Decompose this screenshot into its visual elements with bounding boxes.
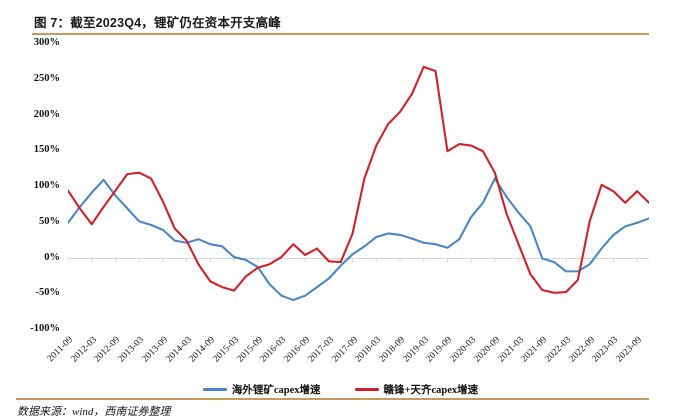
y-axis-label: 100% (33, 180, 60, 191)
legend-item-1[interactable]: 海外锂矿capex增速 (202, 382, 321, 397)
legend-label: 赣锋+天齐capex增速 (383, 385, 479, 396)
y-axis-label: 300% (33, 37, 60, 48)
y-axis-label: -50% (35, 287, 61, 299)
legend-label: 海外锂矿capex增速 (231, 385, 321, 396)
y-axis-label: -100% (30, 323, 60, 334)
y-axis-label: 150% (33, 144, 60, 156)
y-axis-label: 0% (44, 251, 60, 263)
y-axis-label: 50% (39, 215, 60, 227)
series-line-1 (68, 177, 649, 302)
legend-swatch-icon (202, 388, 227, 391)
figure-source: 数据来源：wind，西南证券整理 (17, 406, 171, 418)
legend-swatch-icon (354, 388, 379, 391)
y-axis-label: 200% (33, 108, 60, 120)
title-divider (32, 33, 649, 35)
plot-area (68, 44, 649, 330)
y-axis-label: 250% (33, 72, 60, 84)
footer-divider (16, 398, 649, 400)
legend-item-2[interactable]: 赣锋+天齐capex增速 (354, 382, 479, 397)
chart-svg (68, 65, 649, 302)
chart-legend: 海外锂矿capex增速 赣锋+天齐capex增速 (0, 382, 681, 397)
series-line-2 (68, 65, 649, 294)
figure-title: 图 7：截至2023Q4，锂矿仍在资本开支高峰 (34, 16, 282, 30)
